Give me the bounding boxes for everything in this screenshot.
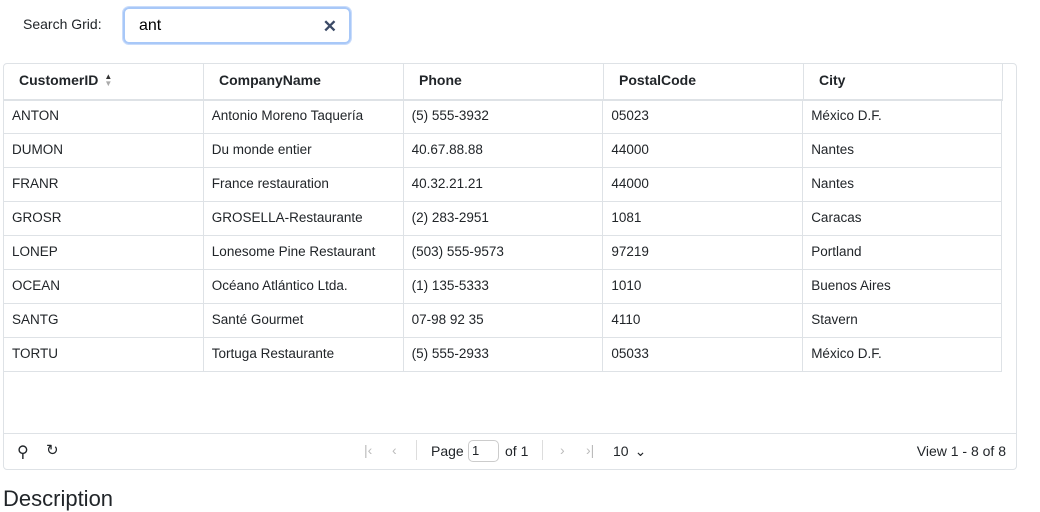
cell-postalcode: 1081 <box>603 202 804 235</box>
first-page-icon[interactable]: |‹ <box>364 442 373 458</box>
cell-companyname: Lonesome Pine Restaurant <box>204 236 404 269</box>
search-input[interactable] <box>137 16 321 36</box>
table-row[interactable]: GROSR GROSELLA-Restaurante (2) 283-2951 108… <box>4 202 1002 236</box>
search-icon[interactable]: ⚲ <box>17 444 29 461</box>
cell-phone: 40.32.21.21 <box>404 168 604 201</box>
prev-page-icon[interactable]: ‹ <box>392 442 397 458</box>
column-header-label: CustomerID <box>19 72 99 88</box>
page-size-select[interactable]: 10 ⌄ <box>613 443 646 460</box>
cell-customerid: SANTG <box>4 304 204 337</box>
column-header-label: CompanyName <box>219 72 321 88</box>
table-row[interactable]: SANTG Santé Gourmet 07-98 92 35 4110 Stavern <box>4 304 1002 338</box>
cell-customerid: GROSR <box>4 202 204 235</box>
cell-postalcode: 4110 <box>603 304 804 337</box>
cell-companyname: France restauration <box>204 168 404 201</box>
cell-companyname: Antonio Moreno Taquería <box>204 100 404 133</box>
column-header-phone[interactable]: Phone <box>404 64 604 99</box>
cell-city: Stavern <box>811 312 858 327</box>
cell-companyname: Santé Gourmet <box>204 304 404 337</box>
close-icon[interactable]: ✕ <box>322 17 337 36</box>
grid-header: CustomerID ▲ ▼ CompanyName Phone PostalCode Ci… <box>4 64 1003 101</box>
cell-companyname: Océano Atlántico Ltda. <box>204 270 404 303</box>
column-header-label: PostalCode <box>619 72 697 88</box>
cell-city: México D.F. <box>811 346 882 361</box>
table-row[interactable]: TORTU Tortuga Restaurante (5) 555-2933 0503… <box>4 338 1002 372</box>
next-page-icon[interactable]: › <box>560 442 565 458</box>
cell-companyname: Du monde entier <box>204 134 404 167</box>
data-grid: CustomerID ▲ ▼ CompanyName Phone PostalCode Ci… <box>3 63 1017 470</box>
search-box[interactable]: ✕ <box>123 7 351 44</box>
page-input[interactable]: 1 <box>468 440 499 462</box>
column-header-customerid[interactable]: CustomerID ▲ ▼ <box>4 64 204 99</box>
page-label: Page <box>431 443 464 459</box>
cell-postalcode: 1010 <box>603 270 804 303</box>
column-header-postalcode[interactable]: PostalCode <box>604 64 804 99</box>
cell-customerid: FRANR <box>4 168 204 201</box>
cell-customerid: TORTU <box>4 338 204 371</box>
cell-companyname: GROSELLA-Restaurante <box>204 202 404 235</box>
cell-city: Caracas <box>811 210 862 225</box>
cell-phone: (2) 283-2951 <box>404 202 604 235</box>
description-heading: Description <box>3 486 114 511</box>
column-header-companyname[interactable]: CompanyName <box>204 64 404 99</box>
view-range: View 1 - 8 of 8 <box>916 443 1006 459</box>
column-header-city[interactable]: City <box>804 64 1002 99</box>
page-size-value: 10 <box>613 443 629 459</box>
cell-city: Nantes <box>811 176 854 191</box>
page-count: of 1 <box>505 443 529 459</box>
cell-customerid: LONEP <box>4 236 204 269</box>
cell-phone: (503) 555-9573 <box>404 236 604 269</box>
grid-pager: ⚲ ↻ |‹ ‹ Page 1 of 1 › ›| 10 ⌄ View 1 - 8… <box>4 433 1016 469</box>
cell-phone: (5) 555-3932 <box>404 100 604 133</box>
table-row[interactable]: LONEP Lonesome Pine Restaurant (503) 555-9… <box>4 236 1002 270</box>
cell-city: Portland <box>811 244 862 259</box>
divider <box>542 440 543 460</box>
cell-city: Nantes <box>811 142 854 157</box>
cell-postalcode: 44000 <box>603 168 804 201</box>
last-page-icon[interactable]: ›| <box>586 442 595 458</box>
cell-city: México D.F. <box>811 108 882 123</box>
grid-body: ANTON Antonio Moreno Taquería (5) 555-3932… <box>4 100 1002 372</box>
divider <box>416 440 417 460</box>
table-row[interactable]: OCEAN Océano Atlántico Ltda. (1) 135-5333 1… <box>4 270 1002 304</box>
table-row[interactable]: ANTON Antonio Moreno Taquería (5) 555-3932… <box>4 100 1002 134</box>
cell-city: Buenos Aires <box>811 278 891 293</box>
cell-postalcode: 97219 <box>603 236 804 269</box>
cell-customerid: DUMON <box>4 134 204 167</box>
cell-phone: (1) 135-5333 <box>404 270 604 303</box>
cell-customerid: OCEAN <box>4 270 204 303</box>
refresh-icon[interactable]: ↻ <box>46 442 59 459</box>
sort-icon[interactable]: ▲ ▼ <box>104 72 113 88</box>
column-header-label: Phone <box>419 72 462 88</box>
table-row[interactable]: DUMON Du monde entier 40.67.88.88 44000 Nant… <box>4 134 1002 168</box>
cell-customerid: ANTON <box>4 100 204 133</box>
cell-phone: 07-98 92 35 <box>404 304 604 337</box>
cell-phone: (5) 555-2933 <box>404 338 604 371</box>
cell-phone: 40.67.88.88 <box>404 134 604 167</box>
search-label: Search Grid: <box>23 16 102 32</box>
cell-postalcode: 44000 <box>603 134 804 167</box>
cell-postalcode: 05033 <box>603 338 804 371</box>
cell-companyname: Tortuga Restaurante <box>204 338 404 371</box>
column-header-label: City <box>819 72 846 88</box>
cell-postalcode: 05023 <box>603 100 804 133</box>
table-row[interactable]: FRANR France restauration 40.32.21.21 44000… <box>4 168 1002 202</box>
chevron-down-icon: ⌄ <box>634 443 647 459</box>
